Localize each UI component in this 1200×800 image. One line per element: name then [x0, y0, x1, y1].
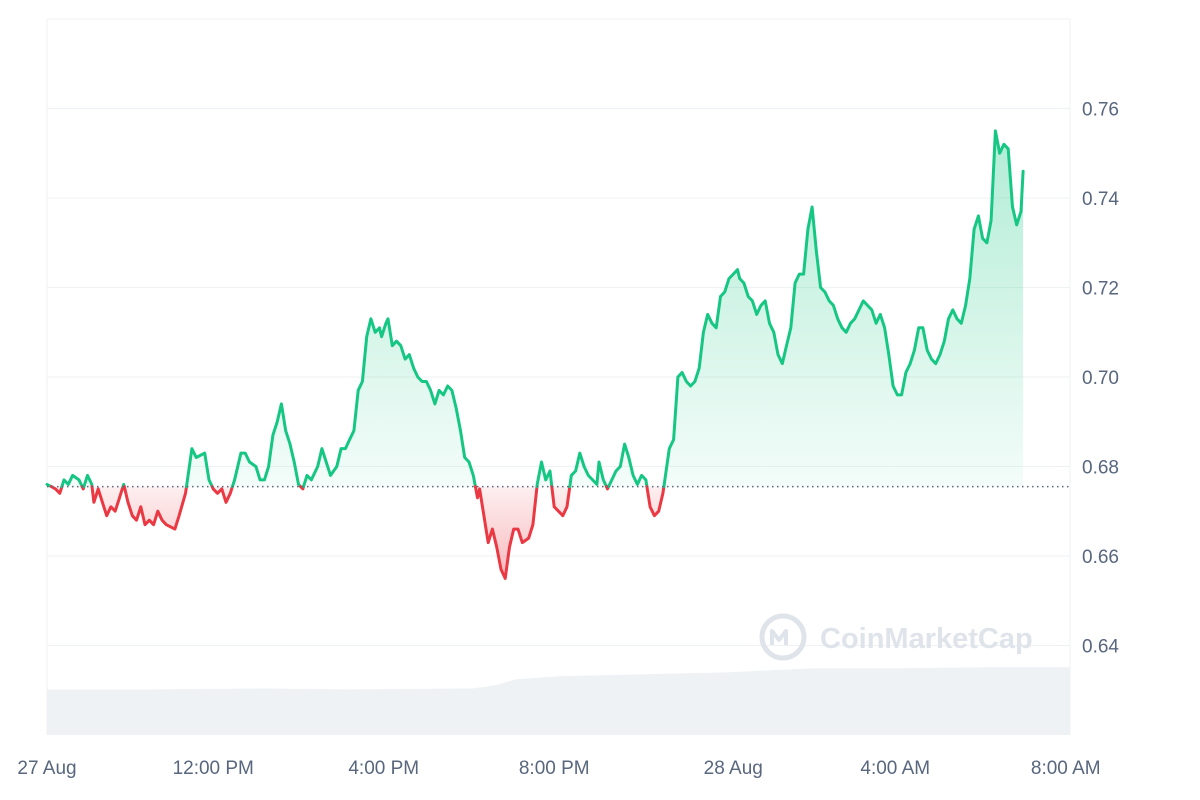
- area-segment-up: [303, 318, 476, 487]
- x-tick-label: 12:00 PM: [173, 758, 254, 779]
- y-tick-label: 0.72: [1082, 279, 1119, 300]
- area-segment-down: [475, 486, 537, 579]
- line-segment-up: [230, 402, 303, 489]
- area-segment-up: [186, 448, 213, 487]
- line-segment-up: [185, 447, 214, 489]
- x-tick-label: 4:00 AM: [860, 758, 930, 779]
- watermark: CoinMarketCap: [759, 613, 1033, 661]
- y-tick-label: 0.76: [1082, 100, 1119, 121]
- watermark-text: CoinMarketCap: [820, 623, 1033, 655]
- line-segment-up: [302, 317, 477, 489]
- line-segment-down: [122, 485, 188, 531]
- y-tick-label: 0.64: [1082, 637, 1119, 658]
- x-tick-label: 4:00 PM: [348, 758, 419, 779]
- gridlines: [46, 18, 1071, 735]
- area-segment-down: [124, 486, 187, 530]
- line-segment-up: [535, 460, 554, 489]
- price-area: [47, 130, 1024, 579]
- line-segment-down: [550, 485, 572, 518]
- line-segment-up: [607, 442, 649, 489]
- y-tick-label: 0.66: [1082, 547, 1119, 568]
- line-segment-down: [49, 485, 64, 495]
- x-tick-label: 8:00 AM: [1031, 758, 1101, 779]
- line-segment-down: [90, 485, 125, 518]
- volume-area: [47, 667, 1070, 735]
- y-tick-label: 0.70: [1082, 368, 1119, 389]
- volume-fill: [47, 667, 1070, 735]
- x-tick-label: 8:00 PM: [519, 758, 590, 779]
- area-segment-up: [663, 130, 1024, 487]
- x-tick-label: 27 Aug: [17, 758, 76, 779]
- axes: 0.64 0.66 0.68 0.70 0.72 0.74 0.76 27 Aug 12:00 …: [17, 100, 1119, 780]
- coinmarketcap-logo-icon: [759, 613, 807, 661]
- x-tick-label: 28 Aug: [704, 758, 763, 779]
- y-tick-label: 0.74: [1082, 189, 1119, 210]
- line-segment-up: [568, 451, 608, 489]
- y-tick-label: 0.68: [1082, 458, 1119, 479]
- line-segment-down: [645, 485, 666, 518]
- line-segment-up: [60, 473, 84, 489]
- line-segment-down: [210, 485, 234, 504]
- area-segment-up: [608, 444, 647, 487]
- line-segment-up: [662, 129, 1025, 489]
- price-line: [45, 129, 1070, 580]
- line-segment-down: [473, 485, 539, 580]
